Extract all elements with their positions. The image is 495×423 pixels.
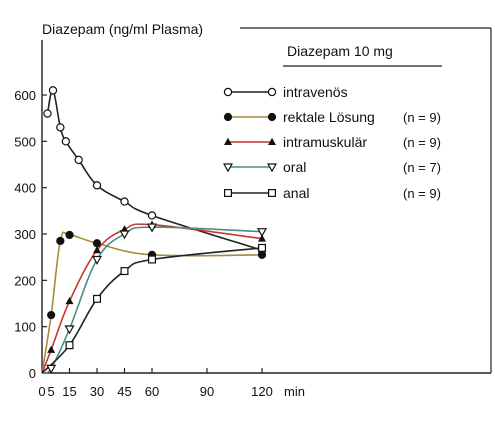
data-point <box>268 189 277 198</box>
legend-n-label: (n = 9) <box>403 186 441 201</box>
data-point <box>120 197 129 206</box>
legend-n-label: (n = 9) <box>403 110 441 125</box>
axes: 0 100 200 300 400 500 600 0 5 15 30 45 60 90 120 min <box>14 40 491 399</box>
data-point <box>43 109 52 118</box>
y-tick-label: 400 <box>14 181 36 196</box>
legend: Diazepam 10 mg intravenös rektale Lösung (… <box>222 43 442 201</box>
x-axis-label: min <box>284 384 305 399</box>
data-point <box>61 137 71 146</box>
data-point <box>65 296 74 305</box>
x-tick-label: 30 <box>90 384 104 399</box>
data-point <box>65 230 74 240</box>
series-markers <box>43 86 268 374</box>
x-tick-label: 90 <box>200 384 214 399</box>
data-point <box>268 137 276 145</box>
data-point <box>64 325 75 335</box>
legend-label: intravenös <box>283 84 348 100</box>
data-point <box>92 181 102 190</box>
x-tick-label: 5 <box>48 384 55 399</box>
data-point <box>119 230 130 240</box>
chart-title: Diazepam (ng/ml Plasma) <box>42 21 203 37</box>
data-point <box>266 163 278 173</box>
data-point <box>258 234 266 242</box>
data-point <box>56 236 65 246</box>
data-point <box>224 137 232 145</box>
y-tick-label: 200 <box>14 273 36 288</box>
legend-n-label: (n = 7) <box>403 160 441 175</box>
y-tick-label: 600 <box>14 88 36 103</box>
data-point <box>257 250 267 259</box>
legend-label: oral <box>283 159 306 175</box>
legend-label: anal <box>283 185 309 201</box>
y-tick-label: 100 <box>14 320 36 335</box>
data-point <box>224 189 233 198</box>
series-line <box>41 247 263 374</box>
data-point <box>65 341 74 350</box>
data-point <box>47 310 56 320</box>
legend-label: intramuskulär <box>283 134 367 150</box>
x-tick-label: 60 <box>145 384 159 399</box>
data-point <box>223 87 233 97</box>
data-point <box>92 294 101 303</box>
series-line <box>41 223 263 374</box>
plot-frame <box>240 27 492 373</box>
data-point <box>146 223 158 233</box>
data-point <box>91 255 103 265</box>
series-line <box>41 226 263 375</box>
data-point <box>267 112 277 122</box>
y-tick-label: 0 <box>29 366 36 381</box>
data-point <box>222 163 234 173</box>
y-tick-label: 300 <box>14 227 36 242</box>
data-point <box>74 155 83 165</box>
x-tick-label: 45 <box>117 384 131 399</box>
x-tick-label: 120 <box>251 384 273 399</box>
data-point <box>56 123 65 132</box>
y-tick-label: 500 <box>14 134 36 149</box>
data-point <box>92 239 102 248</box>
x-tick-label: 0 <box>38 384 45 399</box>
data-point <box>47 345 56 353</box>
data-point <box>267 87 277 97</box>
data-point <box>256 228 268 238</box>
data-point <box>46 364 57 374</box>
data-point <box>223 112 233 122</box>
data-point <box>93 246 101 254</box>
legend-n-label: (n = 9) <box>403 135 441 150</box>
legend-title: Diazepam 10 mg <box>287 43 393 59</box>
data-point <box>48 86 58 95</box>
legend-label: rektale Lösung <box>283 109 375 125</box>
data-point <box>258 243 267 252</box>
data-point <box>120 267 129 276</box>
data-point <box>147 211 157 220</box>
data-point <box>148 255 157 264</box>
x-tick-label: 15 <box>62 384 76 399</box>
